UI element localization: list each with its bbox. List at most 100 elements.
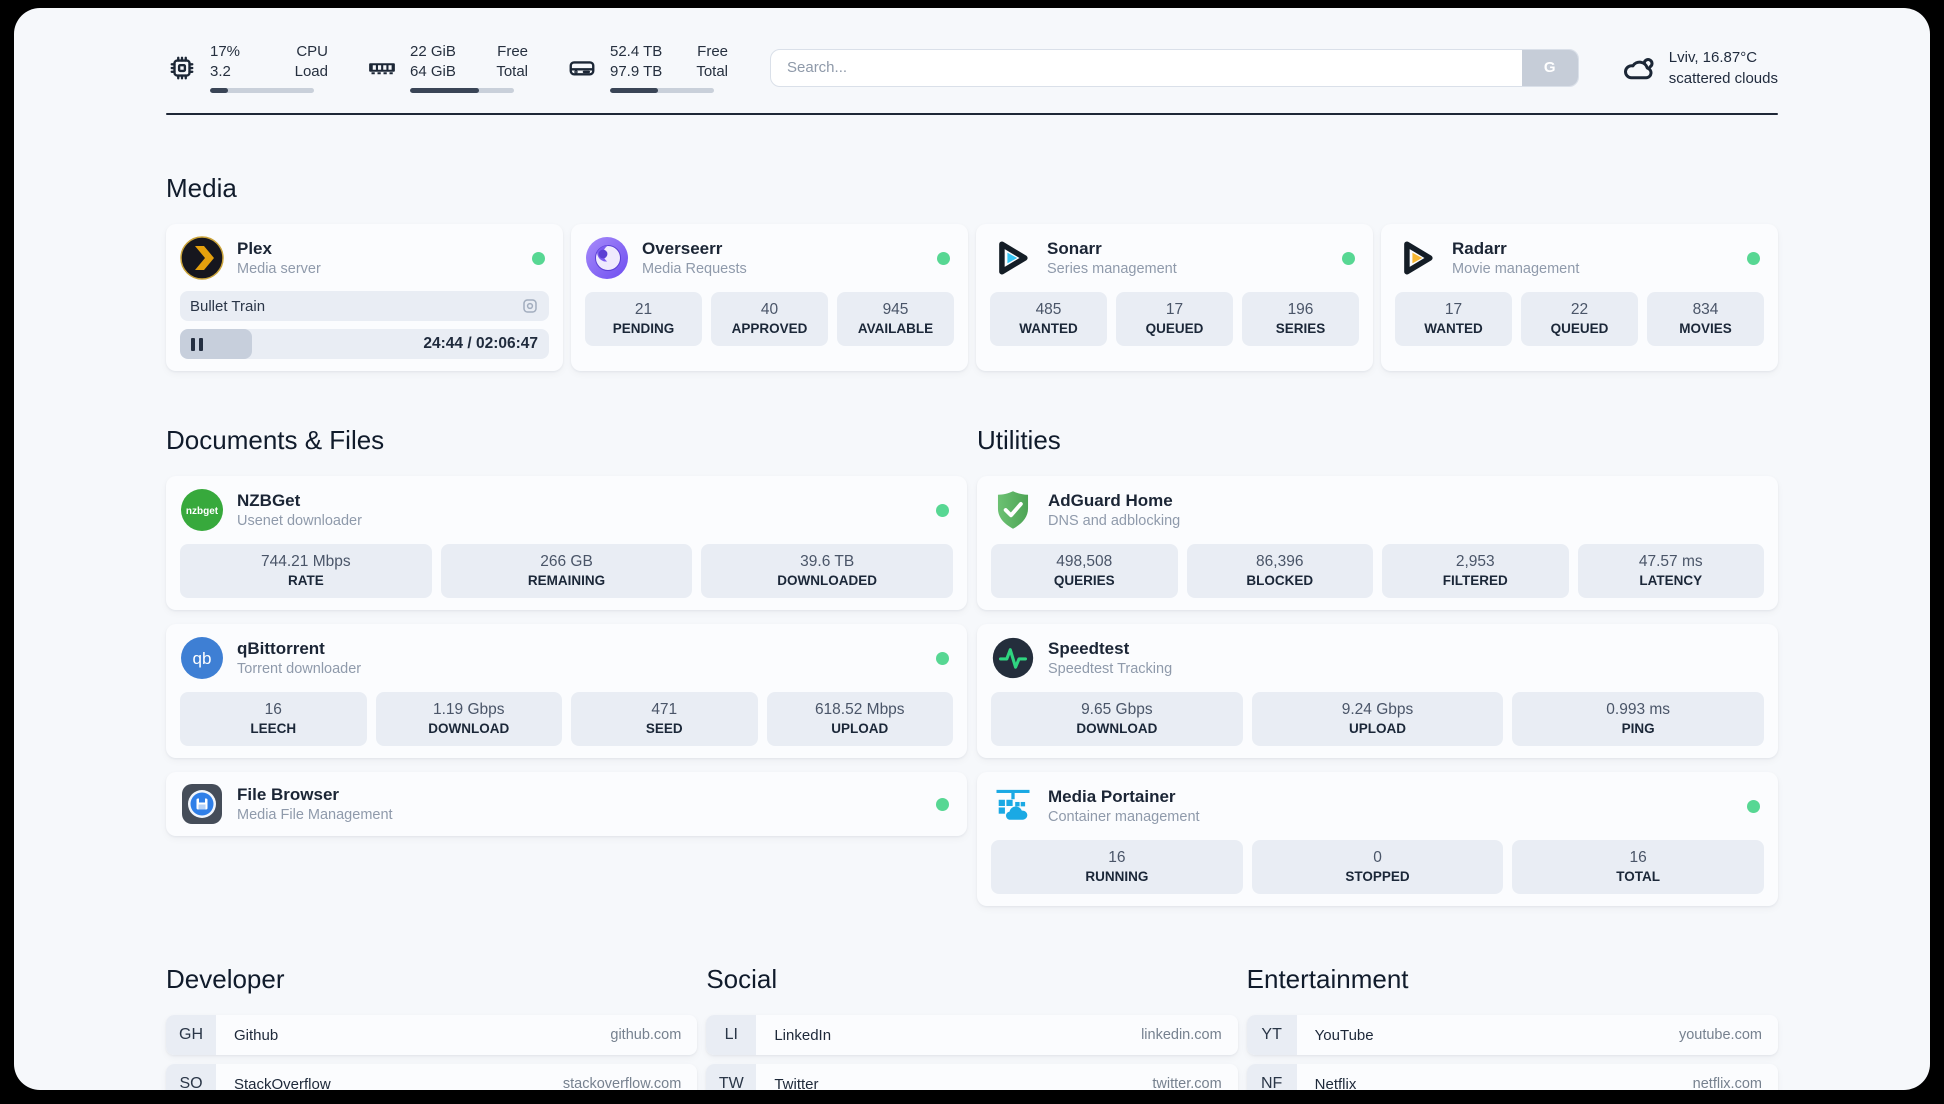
status-dot xyxy=(532,251,545,265)
app-subtitle: Movie management xyxy=(1452,260,1580,277)
app-title: AdGuard Home xyxy=(1048,490,1173,510)
bookmark-url: github.com xyxy=(610,1027,682,1043)
bookmark-abbr: GH xyxy=(166,1015,216,1055)
weather-location-temp: Lviv, 16.87°C xyxy=(1668,48,1758,66)
status-dot xyxy=(936,797,949,811)
stat-stopped: 0 STOPPED xyxy=(1251,840,1504,894)
bookmark-github[interactable]: GH Github github.com xyxy=(166,1015,698,1055)
stat-leech: 16 LEECH xyxy=(180,692,367,746)
search-box: G xyxy=(770,48,1579,87)
app-card-radarr[interactable]: Radarr Movie management 17 WANTED 22 QUE… xyxy=(1381,224,1778,371)
cloud-icon xyxy=(1621,50,1657,86)
header-divider xyxy=(166,113,1778,115)
bookmark-twitter[interactable]: TW Twitter twitter.com xyxy=(706,1064,1238,1091)
disk-icon xyxy=(566,52,598,84)
portainer-icon xyxy=(991,784,1035,828)
stat-queued: 22 QUEUED xyxy=(1521,292,1638,346)
radarr-icon xyxy=(1395,236,1439,280)
bookmark-url: stackoverflow.com xyxy=(562,1076,682,1090)
weather-condition: scattered clouds xyxy=(1668,69,1778,87)
cpu-label: CPU xyxy=(296,43,328,60)
bookmark-name: Netflix xyxy=(1314,1075,1357,1091)
bookmark-name: LinkedIn xyxy=(774,1026,832,1044)
section-title-media: Media xyxy=(166,173,237,203)
bookmark-stackoverflow[interactable]: SO StackOverflow stackoverflow.com xyxy=(166,1064,698,1091)
status-dot xyxy=(936,651,949,665)
bookmark-abbr: TW xyxy=(706,1064,757,1090)
status-dot xyxy=(1747,799,1760,813)
app-card-plex[interactable]: Plex Media server Bullet Train xyxy=(166,224,563,371)
stat-download: 9.65 Gbps DOWNLOAD xyxy=(991,692,1243,746)
now-playing-title: Bullet Train xyxy=(190,297,266,315)
stat-series: 196 SERIES xyxy=(1242,292,1359,346)
app-subtitle: Torrent downloader xyxy=(237,660,362,677)
app-card-adguard[interactable]: AdGuard Home DNS and adblocking 498,508 … xyxy=(977,476,1778,610)
stat-ping: 0.993 ms PING xyxy=(1512,692,1765,746)
stat-upload: 9.24 Gbps UPLOAD xyxy=(1251,692,1504,746)
status-dot xyxy=(1747,251,1760,265)
disk-total-label: Total xyxy=(696,63,728,80)
playback-time: 24:44 / 02:06:47 xyxy=(423,335,538,352)
app-card-sonarr[interactable]: Sonarr Series management 485 WANTED 17 Q… xyxy=(976,224,1373,371)
disk-free-label: Free xyxy=(697,43,728,60)
stat-queries: 498,508 QUERIES xyxy=(991,544,1178,598)
app-title: Radarr xyxy=(1452,238,1507,258)
bookmark-youtube[interactable]: YT YouTube youtube.com xyxy=(1246,1015,1778,1055)
search-input[interactable] xyxy=(771,49,1522,86)
app-title: NZBGet xyxy=(237,490,301,510)
app-card-filebrowser[interactable]: File Browser Media File Management xyxy=(166,772,967,836)
app-card-nzbget[interactable]: nzbget NZBGet Usenet downloader 74 xyxy=(166,476,967,610)
bookmark-name: Twitter xyxy=(774,1075,819,1091)
stat-latency: 47.57 ms LATENCY xyxy=(1577,544,1764,598)
adguard-icon xyxy=(991,488,1035,532)
bookmark-url: twitter.com xyxy=(1152,1076,1222,1090)
app-card-speedtest[interactable]: Speedtest Speedtest Tracking 9.65 Gbps D… xyxy=(977,624,1778,758)
nzbget-icon: nzbget xyxy=(180,488,224,532)
bookmark-abbr: NF xyxy=(1246,1064,1297,1090)
cpu-progress xyxy=(210,88,314,93)
video-session-icon xyxy=(521,297,539,315)
now-playing-bar: Bullet Train xyxy=(180,291,549,321)
stat-remaining: 266 GB REMAINING xyxy=(440,544,693,598)
memory-total-value: 64 GiB xyxy=(410,63,456,80)
bookmark-abbr: SO xyxy=(166,1064,216,1090)
stat-movies: 834 MOVIES xyxy=(1647,292,1764,346)
disk-stat: 52.4 TB 97.9 TB Free Total xyxy=(566,42,728,93)
app-subtitle: Media File Management xyxy=(237,806,393,823)
app-title: Plex xyxy=(237,238,272,258)
status-dot xyxy=(937,251,950,265)
app-card-qbittorrent[interactable]: qb qBittorrent Torrent downloader xyxy=(166,624,967,758)
section-title-developer: Developer xyxy=(166,964,285,994)
stat-queued: 17 QUEUED xyxy=(1116,292,1233,346)
bookmark-url: netflix.com xyxy=(1692,1076,1762,1090)
pause-icon[interactable] xyxy=(191,337,203,351)
stat-wanted: 17 WANTED xyxy=(1395,292,1512,346)
bookmark-abbr: LI xyxy=(706,1015,757,1055)
qbittorrent-icon: qb xyxy=(180,636,224,680)
app-subtitle: DNS and adblocking xyxy=(1048,512,1181,529)
cpu-icon xyxy=(166,52,198,84)
bookmark-linkedin[interactable]: LI LinkedIn linkedin.com xyxy=(706,1015,1238,1055)
search-engine-button[interactable]: G xyxy=(1521,49,1578,86)
stat-filtered: 2,953 FILTERED xyxy=(1382,544,1569,598)
stat-available: 945 AVAILABLE xyxy=(837,292,954,346)
header: 17% 3.2 CPU Load xyxy=(166,8,1778,93)
bookmark-name: Github xyxy=(234,1026,279,1044)
disk-total-value: 97.9 TB xyxy=(610,63,663,80)
app-card-portainer[interactable]: Media Portainer Container management 16 … xyxy=(977,772,1778,906)
playback-progress[interactable]: 24:44 / 02:06:47 xyxy=(180,329,549,359)
cpu-percent: 17% xyxy=(210,43,241,60)
bookmark-netflix[interactable]: NF Netflix netflix.com xyxy=(1246,1064,1778,1091)
bookmark-url: linkedin.com xyxy=(1141,1027,1222,1043)
memory-stat: 22 GiB 64 GiB Free Total xyxy=(366,42,528,93)
svg-text:nzbget: nzbget xyxy=(186,506,219,517)
stat-upload: 618.52 Mbps UPLOAD xyxy=(766,692,953,746)
app-title: Sonarr xyxy=(1047,238,1102,258)
app-title: Overseerr xyxy=(642,238,723,258)
weather-widget[interactable]: Lviv, 16.87°C scattered clouds xyxy=(1621,47,1778,89)
cpu-load-value: 3.2 xyxy=(210,63,231,80)
filebrowser-icon xyxy=(180,782,224,826)
bookmark-name: StackOverflow xyxy=(234,1075,331,1091)
stat-rate: 744.21 Mbps RATE xyxy=(180,544,432,598)
app-card-overseerr[interactable]: Overseerr Media Requests 21 PENDING 40 A… xyxy=(571,224,968,371)
